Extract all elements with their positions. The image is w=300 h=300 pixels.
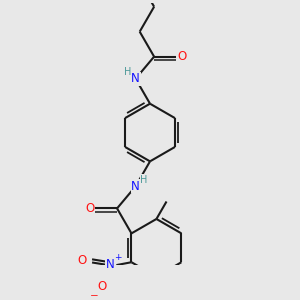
Text: N: N: [131, 72, 140, 85]
Text: +: +: [115, 253, 122, 262]
Text: O: O: [77, 254, 86, 267]
Text: O: O: [85, 202, 94, 215]
Text: O: O: [98, 280, 106, 293]
Text: O: O: [177, 50, 186, 63]
Text: N: N: [106, 258, 114, 271]
Text: H: H: [140, 175, 148, 185]
Text: N: N: [131, 180, 140, 193]
Text: H: H: [124, 67, 131, 77]
Text: −: −: [90, 291, 98, 300]
